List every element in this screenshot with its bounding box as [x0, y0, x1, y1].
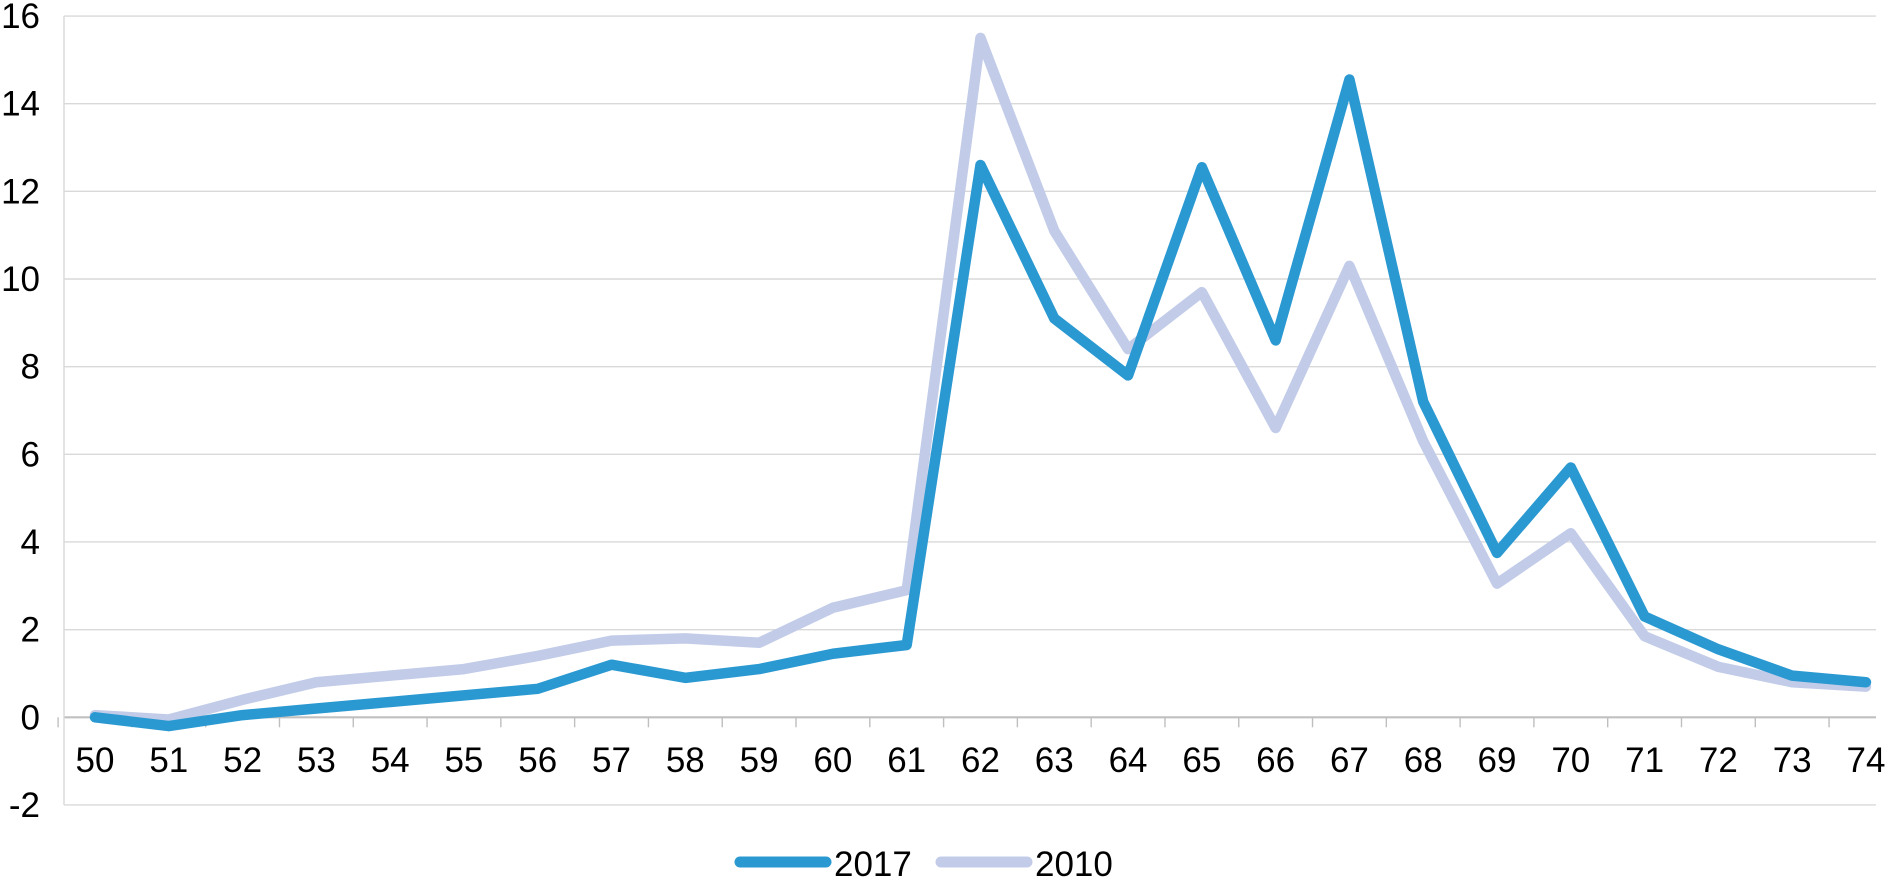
x-axis-tick-label: 57 — [592, 741, 631, 780]
y-axis-tick-label: 6 — [21, 435, 40, 474]
y-axis-tick-labels: 16 14 12 10 8 6 4 2 0 -2 — [1, 0, 40, 825]
x-axis-tick-label: 63 — [1035, 741, 1074, 780]
y-axis-tick-label: 14 — [1, 85, 40, 124]
x-axis-tick-label: 65 — [1182, 741, 1221, 780]
legend: 2017 2010 — [734, 845, 1113, 884]
y-axis-tick-label: 16 — [1, 0, 40, 36]
y-axis-tick-label: 0 — [21, 698, 40, 737]
x-axis-tick-label: 56 — [518, 741, 557, 780]
x-axis-tick-label: 69 — [1478, 741, 1517, 780]
x-axis-tick-label: 54 — [371, 741, 410, 780]
legend-label-2010: 2010 — [1035, 845, 1113, 884]
x-axis-tick-label: 68 — [1404, 741, 1443, 780]
gridlines — [63, 15, 1876, 806]
data-series — [89, 32, 1872, 732]
x-axis-tick-label: 50 — [76, 741, 115, 780]
x-axis-tick-label: 51 — [149, 741, 188, 780]
x-axis-tick-label: 55 — [444, 741, 483, 780]
series-line-2017 — [89, 74, 1872, 732]
y-axis-tick-label: 12 — [1, 172, 40, 211]
x-axis-tick-label: 74 — [1846, 741, 1885, 780]
legend-label-2017: 2017 — [834, 845, 912, 884]
x-axis-tick-label: 64 — [1109, 741, 1148, 780]
x-axis-tick-label: 58 — [666, 741, 705, 780]
y-axis-tick-label: 10 — [1, 260, 40, 299]
x-axis-tick-label: 60 — [813, 741, 852, 780]
x-axis-tick-label: 53 — [297, 741, 336, 780]
x-axis-tick-label: 66 — [1256, 741, 1295, 780]
series-line-2010 — [89, 32, 1872, 725]
x-axis-tick-label: 70 — [1551, 741, 1590, 780]
x-axis-tick-label: 59 — [740, 741, 779, 780]
x-axis-tick-label: 67 — [1330, 741, 1369, 780]
x-axis-tick-marks — [57, 717, 1830, 728]
x-axis-tick-label: 61 — [887, 741, 926, 780]
x-axis-tick-label: 71 — [1625, 741, 1664, 780]
x-axis-tick-label: 72 — [1699, 741, 1738, 780]
y-axis-tick-label: 2 — [21, 611, 40, 650]
y-axis-tick-label: 8 — [21, 348, 40, 387]
y-axis-tick-label: 4 — [21, 523, 40, 562]
y-axis-tick-label: -2 — [9, 786, 40, 825]
x-axis-tick-labels: 50 51 52 53 54 55 56 57 58 59 60 61 62 63 64 65 66 67 68 69… — [76, 741, 1886, 780]
x-axis-tick-label: 73 — [1773, 741, 1812, 780]
x-axis-tick-label: 62 — [961, 741, 1000, 780]
x-axis-tick-label: 52 — [223, 741, 262, 780]
